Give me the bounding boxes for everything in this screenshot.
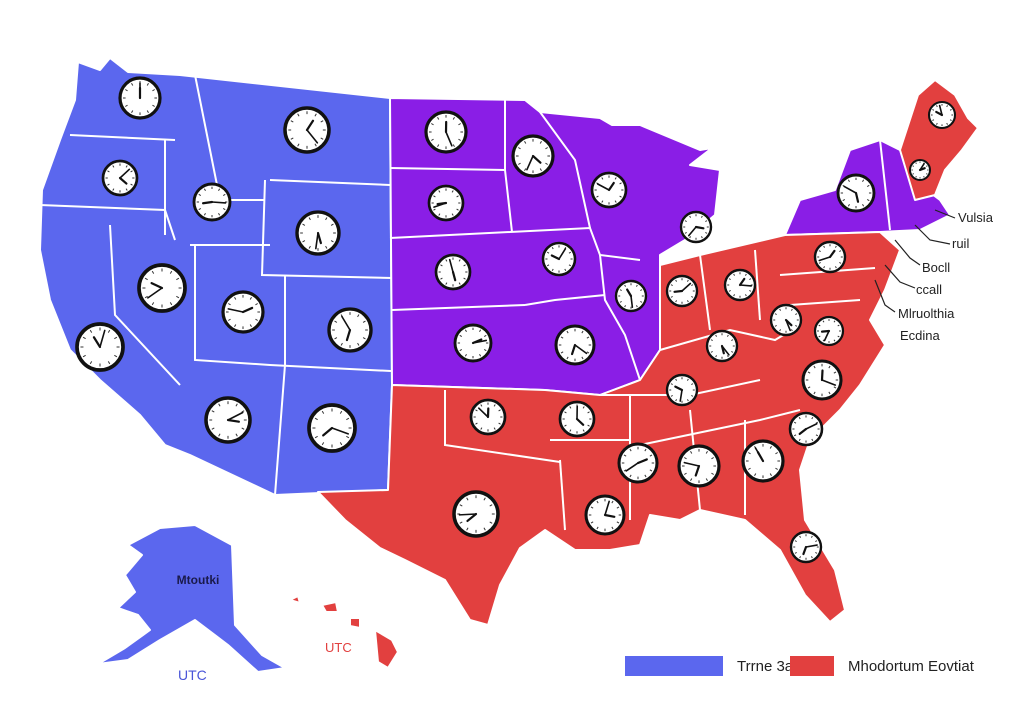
clock-icon xyxy=(679,210,713,244)
clock-icon xyxy=(723,268,757,302)
clock-icon xyxy=(118,76,162,120)
hawaii-utc-label: UTC xyxy=(325,640,352,655)
clock-icon xyxy=(327,307,373,353)
callout-3: ccall xyxy=(916,282,942,297)
clock-icon xyxy=(75,322,125,372)
clock-icon xyxy=(424,110,468,154)
clock-icon xyxy=(927,100,957,130)
legend-item-1: Mhodortum Eovtiat xyxy=(790,655,974,677)
clock-icon xyxy=(789,530,823,564)
callout-1: ruil xyxy=(952,236,969,251)
clock-icon xyxy=(788,411,824,447)
clock-icon xyxy=(836,173,876,213)
clock-icon xyxy=(769,303,803,337)
clock-icon xyxy=(558,400,596,438)
clock-icon xyxy=(452,490,500,538)
clock-icon xyxy=(511,134,555,178)
region-east-maine xyxy=(899,79,979,201)
clock-icon xyxy=(137,263,187,313)
clock-icon xyxy=(101,159,139,197)
clock-icon xyxy=(541,241,577,277)
alaska-utc-label: UTC xyxy=(178,667,207,683)
clock-icon xyxy=(665,274,699,308)
clock-icon xyxy=(665,373,699,407)
clock-icon xyxy=(469,398,507,436)
west-state-borders xyxy=(39,74,411,496)
clock-icon xyxy=(813,240,847,274)
callout-4: Mlruolthia xyxy=(898,306,955,321)
clock-icon xyxy=(741,439,785,483)
clock-icon xyxy=(427,184,465,222)
clock-icon xyxy=(434,253,472,291)
clock-icon xyxy=(584,494,626,536)
clock-icon xyxy=(295,210,341,256)
clock-icon xyxy=(705,329,739,363)
clock-icon xyxy=(453,323,493,363)
map-labels: Mtoutki UTC UTC Vulsia ruil Bocll ccall … xyxy=(177,210,994,683)
clock-icon xyxy=(801,359,843,401)
callout-0: Vulsia xyxy=(958,210,994,225)
legend-swatch-0 xyxy=(625,656,723,676)
clock-icon xyxy=(283,106,331,154)
clock-icon xyxy=(192,182,232,222)
callout-lines xyxy=(874,209,956,313)
region-alaska xyxy=(97,524,286,673)
clock-icon xyxy=(554,324,596,366)
clock-icon xyxy=(590,171,628,209)
legend-swatch-1 xyxy=(790,656,834,676)
callout-5: Ecdina xyxy=(900,328,941,343)
clock-icon xyxy=(221,290,265,334)
clock-icon xyxy=(614,279,648,313)
legend-label-1: Mhodortum Eovtiat xyxy=(848,657,974,675)
callout-2: Bocll xyxy=(922,260,950,275)
clock-icon xyxy=(677,444,721,488)
clock-icon xyxy=(204,396,252,444)
clock-icon xyxy=(813,315,845,347)
clocks xyxy=(75,76,957,564)
region-hawaii xyxy=(289,595,399,669)
clock-icon xyxy=(617,442,659,484)
central-state-borders xyxy=(389,100,891,381)
legend-item-0: Trrne 3ane xyxy=(625,655,810,677)
clock-icon xyxy=(909,159,931,181)
clock-icon xyxy=(307,403,357,453)
alaska-label: Mtoutki xyxy=(177,573,220,587)
